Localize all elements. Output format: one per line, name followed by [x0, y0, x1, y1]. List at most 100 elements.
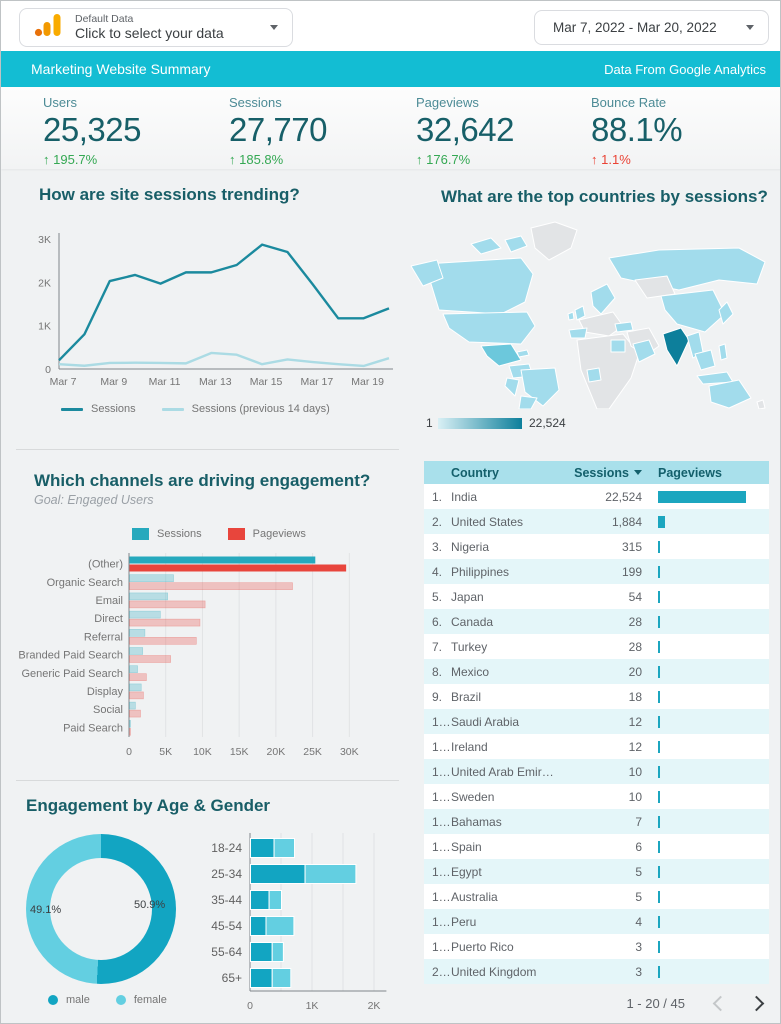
- scorecard-bounce-rate: Bounce Rate 88.1% ↑ 1.1%: [591, 95, 761, 167]
- scorecard-delta: ↑ 185.8%: [229, 152, 284, 167]
- country-alaska: [410, 259, 444, 287]
- table-row[interactable]: 1… Ireland 12: [424, 734, 769, 759]
- scorecard-label: Pageviews: [416, 95, 479, 110]
- previous-sessions-legend-swatch[interactable]: [161, 407, 184, 411]
- row-rank: 4.: [432, 564, 443, 579]
- region-africa: [576, 333, 640, 409]
- header-sessions[interactable]: Sessions: [574, 466, 642, 480]
- header-pageviews[interactable]: Pageviews: [658, 465, 722, 480]
- table-row[interactable]: 1. India 22,524: [424, 484, 769, 509]
- table-row[interactable]: 1… Egypt 5: [424, 859, 769, 884]
- row-sessions: 6: [635, 839, 642, 854]
- table-row[interactable]: 4. Philippines 199: [424, 559, 769, 584]
- female-legend-label[interactable]: female: [133, 994, 167, 1006]
- date-range-selector[interactable]: Mar 7, 2022 - Mar 20, 2022: [534, 10, 769, 45]
- row-country: Philippines: [451, 564, 510, 579]
- channels-bar-chart[interactable]: 0 5K 10K 15K 20K 25K 30K (Other) Organic Search E…: [19, 549, 394, 764]
- report-title: Marketing Website Summary: [31, 61, 211, 77]
- scorecard-users: Users 25,325 ↑ 195.7%: [43, 95, 213, 167]
- row-pageviews-bar: [658, 515, 762, 528]
- scorecard-delta: ↑ 176.7%: [416, 152, 471, 167]
- scorecard-label: Sessions: [229, 95, 282, 110]
- data-source-selector[interactable]: Default Data Click to select your data: [19, 8, 293, 47]
- channels-chart-title: Which channels are driving engagement?: [34, 471, 371, 490]
- country-turkey: [614, 321, 634, 333]
- data-source-label: Data From Google Analytics: [604, 61, 766, 77]
- row-country: India: [451, 489, 478, 504]
- country-canada-arctic: [470, 237, 502, 255]
- svg-text:1K: 1K: [306, 1000, 319, 1012]
- table-row[interactable]: 9. Brazil 18: [424, 684, 769, 709]
- row-country: Brazil: [451, 689, 482, 704]
- row-country: Bahamas: [451, 814, 502, 829]
- row-rank: 1…: [432, 864, 451, 879]
- row-sessions: 28: [628, 639, 642, 654]
- svg-text:Mar 7: Mar 7: [50, 376, 77, 388]
- pageviews-legend-label[interactable]: Pageviews: [252, 528, 306, 540]
- previous-page-button[interactable]: [707, 990, 733, 1016]
- svg-text:2K: 2K: [368, 1000, 381, 1012]
- row-sessions: 7: [635, 814, 642, 829]
- row-country: Peru: [451, 914, 477, 929]
- table-row[interactable]: 1… Puerto Rico 3: [424, 934, 769, 959]
- table-row[interactable]: 1… Bahamas 7: [424, 809, 769, 834]
- row-sessions: 12: [628, 739, 642, 754]
- row-rank: 5.: [432, 589, 443, 604]
- svg-text:Direct: Direct: [94, 613, 123, 625]
- scorecard-value: 88.1%: [591, 111, 683, 148]
- table-row[interactable]: 2. United States 1,884: [424, 509, 769, 534]
- row-rank: 3.: [432, 539, 443, 554]
- sessions-legend-label[interactable]: Sessions: [91, 403, 136, 415]
- pageviews-legend-swatch[interactable]: [227, 528, 245, 540]
- country-mexico: [480, 343, 522, 367]
- table-row[interactable]: 1… Peru 4: [424, 909, 769, 934]
- row-pageviews-bar: [658, 915, 762, 928]
- row-pageviews-bar: [658, 565, 762, 578]
- table-row[interactable]: 3. Nigeria 315: [424, 534, 769, 559]
- female-legend-dot[interactable]: [115, 995, 126, 1005]
- header-country[interactable]: Country: [451, 465, 499, 480]
- next-page-button[interactable]: [743, 990, 769, 1016]
- sessions-legend-swatch[interactable]: [61, 407, 83, 411]
- trend-legend: Sessions Sessions (previous 14 days): [61, 403, 330, 415]
- table-row[interactable]: 2… United Kingdom 3: [424, 959, 769, 984]
- row-sessions: 20: [628, 664, 642, 679]
- male-legend-label[interactable]: male: [66, 994, 90, 1006]
- table-row[interactable]: 1… Australia 5: [424, 884, 769, 909]
- table-row[interactable]: 5. Japan 54: [424, 584, 769, 609]
- row-sessions: 4: [635, 914, 642, 929]
- table-row[interactable]: 1… United Arab Emir… 10: [424, 759, 769, 784]
- row-rank: 2…: [432, 964, 451, 979]
- svg-text:Mar 15: Mar 15: [250, 376, 283, 388]
- channels-legend: Sessions Pageviews: [132, 528, 306, 540]
- sessions-legend-label[interactable]: Sessions: [157, 528, 202, 540]
- country-table-body: 1. India 22,524 2. United States 1,884 3. Niger…: [424, 484, 769, 984]
- row-country: United Arab Emir…: [451, 764, 554, 779]
- row-sessions: 199: [621, 564, 642, 579]
- table-row[interactable]: 1… Sweden 10: [424, 784, 769, 809]
- previous-sessions-legend-label[interactable]: Sessions (previous 14 days): [191, 403, 330, 415]
- sessions-legend-swatch[interactable]: [132, 528, 149, 540]
- row-sessions: 3: [635, 939, 642, 954]
- world-map-chart[interactable]: [409, 214, 771, 409]
- row-pageviews-bar: [658, 640, 762, 653]
- country-uk: [574, 305, 586, 321]
- table-row[interactable]: 7. Turkey 28: [424, 634, 769, 659]
- male-legend-dot[interactable]: [48, 995, 58, 1005]
- table-row[interactable]: 1… Spain 6: [424, 834, 769, 859]
- pagination-range: 1 - 20 / 45: [626, 995, 685, 1011]
- svg-text:Paid Search: Paid Search: [63, 722, 123, 734]
- row-pageviews-bar: [658, 815, 762, 828]
- row-rank: 1…: [432, 764, 451, 779]
- row-sessions: 3: [635, 964, 642, 979]
- country-bahamas: [516, 349, 530, 358]
- age-stacked-bar-chart[interactable]: 0 1K 2K 18-24 25-34 35-44 45-54 55-64 65+: [206, 829, 396, 1017]
- table-row[interactable]: 1… Saudi Arabia 12: [424, 709, 769, 734]
- map-scale-max: 22,524: [529, 416, 566, 430]
- sessions-trend-chart[interactable]: 0 1K 2K 3K Mar 7 Mar 9 Mar 11 Mar 13 Mar 15 Mar 1…: [21, 221, 399, 389]
- svg-text:(Other): (Other): [88, 559, 123, 571]
- table-row[interactable]: 6. Canada 28: [424, 609, 769, 634]
- table-row[interactable]: 8. Mexico 20: [424, 659, 769, 684]
- table-header: Country Sessions Pageviews: [424, 461, 769, 484]
